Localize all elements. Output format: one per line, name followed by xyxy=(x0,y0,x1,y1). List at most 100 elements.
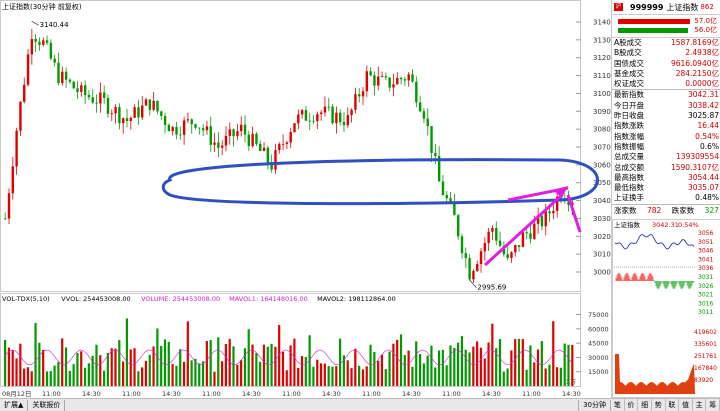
volume-bar xyxy=(76,353,78,386)
low-marker-line xyxy=(469,280,476,288)
candle-body xyxy=(411,74,413,81)
side-button[interactable]: 值 xyxy=(679,399,693,411)
volume-bar xyxy=(88,363,90,386)
side-button[interactable]: 笔 xyxy=(611,399,625,411)
index-name: 上证指数 xyxy=(666,2,698,13)
candle-body xyxy=(179,135,181,136)
candle-body xyxy=(31,39,33,54)
candle-body xyxy=(133,107,135,118)
mini-tick-label: 3031 xyxy=(698,274,713,281)
candle-body xyxy=(42,40,44,44)
volume-bar xyxy=(263,345,265,386)
candle-body xyxy=(38,42,40,45)
volume-bar xyxy=(556,367,558,386)
volume-header-item: VOLUME: 254453008.00 xyxy=(141,295,220,303)
candle-body xyxy=(552,211,554,213)
candle-body xyxy=(8,193,10,218)
candle-body xyxy=(168,125,170,131)
price-tick-label: 3100 xyxy=(593,90,611,98)
high-marker-label: 3140.44 xyxy=(40,21,69,29)
candle-body xyxy=(126,118,128,121)
candle-body xyxy=(69,80,71,82)
candle-body xyxy=(320,113,322,115)
price-tick-label: 3010 xyxy=(593,251,611,259)
side-button[interactable]: 细 xyxy=(638,399,652,411)
candle-body xyxy=(202,128,204,130)
side-button[interactable]: 价 xyxy=(625,399,639,411)
candle-body xyxy=(286,143,288,145)
volume-bar xyxy=(427,356,429,386)
tab-expand[interactable]: 扩展▲ xyxy=(0,400,28,411)
mini-vol-tick-label: 83920 xyxy=(694,377,713,384)
volume-bar xyxy=(560,368,562,386)
candle-body xyxy=(103,93,105,98)
candle-body xyxy=(526,232,528,233)
candle-body xyxy=(206,126,208,130)
candle-body xyxy=(240,125,242,131)
candle-body xyxy=(92,97,94,102)
volume-bar xyxy=(449,345,451,386)
candle-body xyxy=(362,91,364,96)
chart-title: 上证指数(30分钟 前复权) xyxy=(2,2,82,11)
volume-bar xyxy=(99,355,101,386)
tab-related-quotes[interactable]: 关联报价 xyxy=(28,400,65,411)
side-button[interactable]: 筹 xyxy=(706,399,720,411)
candle-body xyxy=(145,99,147,105)
volume-bar xyxy=(347,360,349,386)
volume-bar xyxy=(526,370,528,386)
stat-label: 总成交量 xyxy=(614,152,644,162)
volume-bar xyxy=(297,368,299,386)
index-code: 999999 xyxy=(630,3,663,12)
candle-body xyxy=(434,153,436,156)
volume-bar xyxy=(446,365,448,386)
time-label: 11:00 xyxy=(282,390,301,398)
stat-value: 3038.42 xyxy=(688,101,719,111)
candle-body xyxy=(267,148,269,163)
side-button[interactable]: 主 xyxy=(693,399,707,411)
candle-body xyxy=(12,166,14,193)
volume-bar xyxy=(339,339,341,386)
candle-body xyxy=(221,146,223,148)
stat-value: 3035.07 xyxy=(688,183,719,193)
volume-bar xyxy=(499,339,501,386)
mini-tick-label: 3046 xyxy=(698,248,713,255)
candle-body xyxy=(232,129,234,136)
up-count: 782 xyxy=(647,205,661,217)
time-label: 11:00 xyxy=(122,390,141,398)
mini-volume-area xyxy=(615,354,695,394)
stat-label: 最低指数 xyxy=(614,183,644,193)
candle-body xyxy=(529,233,531,239)
candle-body xyxy=(244,125,246,135)
main-kline-chart[interactable]: 上证指数(30分钟 前复权)31403130312031103100309030… xyxy=(0,0,611,398)
volume-bar xyxy=(84,368,86,386)
volume-bar xyxy=(461,336,463,386)
candle-body xyxy=(210,126,212,144)
candle-body xyxy=(354,94,356,110)
volume-bar xyxy=(362,369,364,386)
time-label: 11:00 xyxy=(522,390,541,398)
candle-body xyxy=(457,215,459,236)
tab-period[interactable]: 30分钟 xyxy=(578,400,611,411)
stat-label: 昨日收盘 xyxy=(614,111,644,121)
volume-bar xyxy=(282,352,284,386)
side-button-bar: 笔价细势联值主筹 xyxy=(611,398,720,411)
side-button[interactable]: 联 xyxy=(666,399,680,411)
volume-bar xyxy=(191,360,193,386)
candle-body xyxy=(149,99,151,109)
volume-bar xyxy=(274,347,276,386)
time-label: 14:30 xyxy=(242,390,261,398)
volume-bar xyxy=(430,346,432,386)
candle-body xyxy=(191,119,193,124)
candle-body xyxy=(57,63,59,83)
up-count-label: 涨家数 xyxy=(614,205,637,217)
candle-body xyxy=(381,76,383,77)
mini-price: 3042.31 xyxy=(652,221,679,229)
side-button[interactable]: 势 xyxy=(652,399,666,411)
candle-body xyxy=(316,114,318,121)
volume-bar xyxy=(385,369,387,386)
sell-bar xyxy=(618,28,688,33)
volume-bar xyxy=(12,351,14,386)
